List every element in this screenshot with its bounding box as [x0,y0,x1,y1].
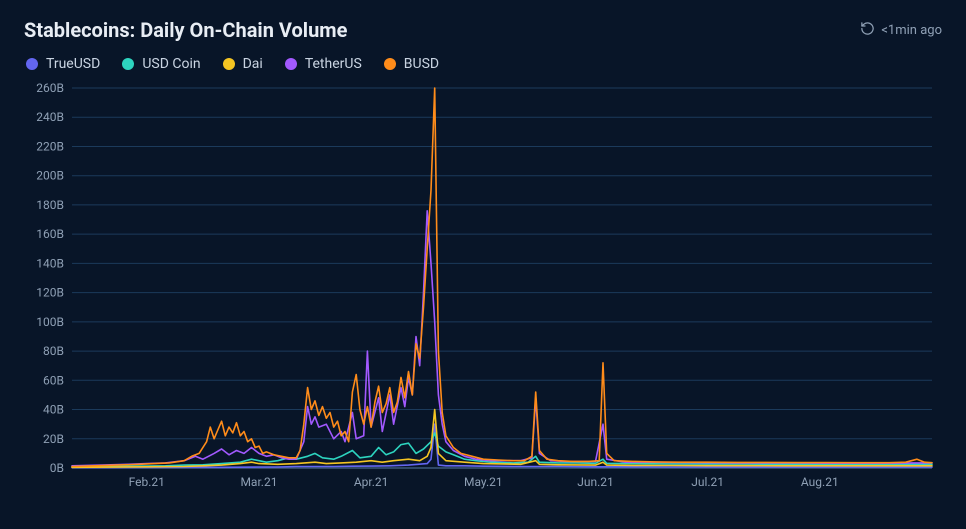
svg-text:Apr.21: Apr.21 [354,475,389,489]
svg-text:May.21: May.21 [464,475,503,489]
svg-text:220B: 220B [36,139,64,153]
x-tick: Aug.21 [801,475,839,489]
chart-legend: TrueUSD USD Coin Dai TetherUS BUSD [24,56,942,72]
svg-text:0B: 0B [50,461,64,475]
x-tick: Jul.21 [691,475,724,489]
svg-text:100B: 100B [36,315,64,329]
series-tetherus [72,211,932,466]
svg-text:200B: 200B [36,169,64,183]
svg-text:260B: 260B [36,82,64,95]
svg-text:Jun.21: Jun.21 [577,475,614,489]
y-tick: 160B [36,227,64,241]
y-tick: 80B [43,344,64,358]
refresh-icon [860,21,875,40]
chart-area: 0B 20B 40B 60B 80B 100B 120B 140B 160B 180B 200B 22… [24,82,942,492]
legend-swatch [26,58,38,70]
svg-text:160B: 160B [36,227,64,241]
legend-label: BUSD [404,56,439,72]
y-tick: 120B [36,286,64,300]
legend-label: TrueUSD [46,56,100,72]
svg-text:40B: 40B [43,403,64,417]
legend-item-tetherus[interactable]: TetherUS [285,56,362,72]
y-tick: 0B [50,461,64,475]
svg-text:20B: 20B [43,432,64,446]
legend-label: TetherUS [305,56,362,72]
legend-label: Dai [243,56,263,72]
y-tick: 260B [36,82,64,95]
svg-text:140B: 140B [36,256,64,270]
legend-swatch [384,58,396,70]
legend-item-busd[interactable]: BUSD [384,56,439,72]
y-tick: 240B [36,110,64,124]
svg-text:240B: 240B [36,110,64,124]
y-tick: 40B [43,403,64,417]
svg-text:180B: 180B [36,198,64,212]
legend-swatch [223,58,235,70]
svg-text:Jul.21: Jul.21 [691,475,724,489]
svg-text:120B: 120B [36,286,64,300]
svg-text:Mar.21: Mar.21 [240,475,277,489]
y-tick: 140B [36,256,64,270]
x-tick: May.21 [464,475,503,489]
svg-text:Aug.21: Aug.21 [801,475,839,489]
x-tick: Feb.21 [129,475,165,489]
y-tick: 100B [36,315,64,329]
refresh-button[interactable]: <1min ago [860,21,942,40]
y-tick: 20B [43,432,64,446]
panel-header: Stablecoins: Daily On-Chain Volume <1min… [24,18,942,42]
legend-label: USD Coin [142,56,200,72]
legend-swatch [285,58,297,70]
line-chart[interactable]: 0B 20B 40B 60B 80B 100B 120B 140B 160B 180B 200B 22… [24,82,942,492]
chart-panel: Stablecoins: Daily On-Chain Volume <1min… [0,0,966,529]
legend-item-dai[interactable]: Dai [223,56,263,72]
x-tick: Mar.21 [240,475,277,489]
y-tick: 220B [36,139,64,153]
svg-text:80B: 80B [43,344,64,358]
y-tick: 200B [36,169,64,183]
legend-item-usdcoin[interactable]: USD Coin [122,56,200,72]
x-tick: Jun.21 [577,475,614,489]
legend-item-trueusd[interactable]: TrueUSD [26,56,100,72]
x-tick: Apr.21 [354,475,389,489]
legend-swatch [122,58,134,70]
svg-text:Feb.21: Feb.21 [129,475,165,489]
svg-text:60B: 60B [43,373,64,387]
chart-title: Stablecoins: Daily On-Chain Volume [24,18,347,42]
y-tick: 180B [36,198,64,212]
y-tick: 60B [43,373,64,387]
refresh-label: <1min ago [881,23,942,38]
